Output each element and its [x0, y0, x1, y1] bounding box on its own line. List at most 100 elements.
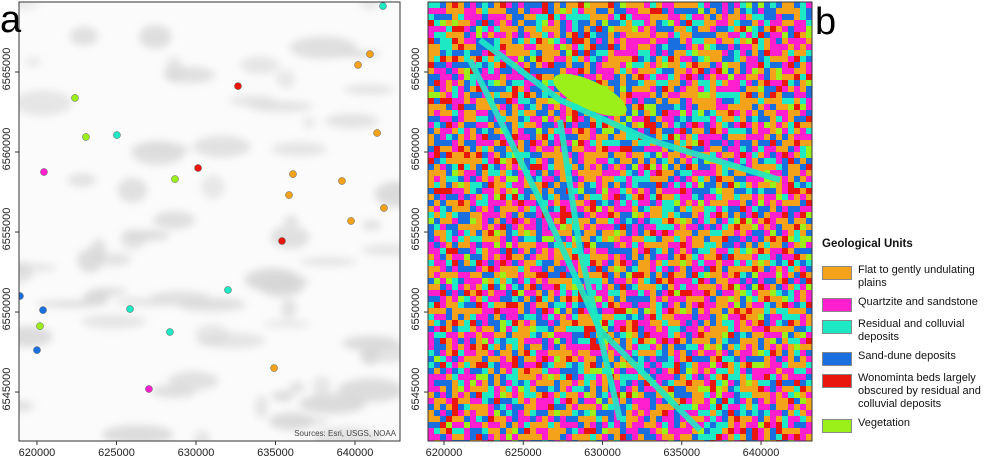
raster-cell — [590, 188, 596, 194]
raster-cell — [494, 68, 500, 74]
raster-cell — [482, 362, 488, 368]
raster-cell — [734, 104, 740, 110]
raster-cell — [434, 140, 440, 146]
raster-cell — [446, 272, 452, 278]
raster-cell — [686, 428, 692, 434]
raster-cell — [794, 116, 800, 122]
raster-cell — [740, 392, 746, 398]
raster-cell — [596, 362, 602, 368]
raster-cell — [794, 296, 800, 302]
raster-cell — [638, 314, 644, 320]
raster-cell — [710, 308, 716, 314]
raster-cell — [692, 104, 698, 110]
raster-cell — [644, 230, 650, 236]
raster-cell — [638, 230, 644, 236]
raster-cell — [446, 326, 452, 332]
raster-cell — [728, 206, 734, 212]
raster-cell — [446, 62, 452, 68]
raster-cell — [722, 302, 728, 308]
raster-cell — [530, 56, 536, 62]
raster-cell — [452, 206, 458, 212]
raster-cell — [710, 50, 716, 56]
raster-cell — [536, 350, 542, 356]
raster-cell — [800, 56, 806, 62]
raster-cell — [596, 2, 602, 8]
raster-cell — [722, 332, 728, 338]
raster-cell — [470, 32, 476, 38]
raster-cell — [464, 122, 470, 128]
raster-cell — [662, 38, 668, 44]
raster-cell — [716, 398, 722, 404]
raster-cell — [746, 206, 752, 212]
raster-cell — [746, 20, 752, 26]
raster-cell — [674, 212, 680, 218]
raster-cell — [746, 98, 752, 104]
raster-cell — [668, 92, 674, 98]
raster-cell — [440, 374, 446, 380]
raster-cell — [614, 14, 620, 20]
raster-cell — [506, 32, 512, 38]
raster-cell — [644, 218, 650, 224]
raster-cell — [788, 356, 794, 362]
raster-cell — [770, 428, 776, 434]
raster-cell — [488, 320, 494, 326]
raster-cell — [686, 434, 692, 440]
raster-cell — [662, 134, 668, 140]
raster-cell — [626, 266, 632, 272]
raster-cell — [494, 56, 500, 62]
raster-cell — [566, 278, 572, 284]
raster-cell — [566, 122, 572, 128]
raster-cell — [464, 338, 470, 344]
raster-cell — [806, 242, 812, 248]
raster-cell — [770, 170, 776, 176]
raster-cell — [428, 98, 434, 104]
raster-cell — [776, 32, 782, 38]
raster-cell — [716, 86, 722, 92]
raster-cell — [434, 434, 440, 440]
raster-cell — [506, 350, 512, 356]
raster-cell — [464, 26, 470, 32]
raster-cell — [764, 416, 770, 422]
raster-cell — [428, 116, 434, 122]
raster-cell — [638, 74, 644, 80]
raster-cell — [464, 326, 470, 332]
raster-cell — [572, 32, 578, 38]
raster-cell — [680, 176, 686, 182]
raster-cell — [428, 386, 434, 392]
raster-cell — [446, 350, 452, 356]
raster-cell — [536, 86, 542, 92]
raster-cell — [494, 164, 500, 170]
raster-cell — [542, 104, 548, 110]
raster-cell — [452, 98, 458, 104]
raster-cell — [734, 392, 740, 398]
raster-cell — [758, 134, 764, 140]
raster-cell — [470, 104, 476, 110]
raster-cell — [728, 416, 734, 422]
raster-cell — [512, 170, 518, 176]
raster-cell — [806, 98, 812, 104]
raster-cell — [530, 308, 536, 314]
raster-cell — [524, 116, 530, 122]
raster-cell — [782, 158, 788, 164]
raster-cell — [560, 206, 566, 212]
raster-cell — [590, 26, 596, 32]
raster-cell — [518, 80, 524, 86]
raster-cell — [578, 212, 584, 218]
raster-cell — [704, 128, 710, 134]
raster-cell — [500, 2, 506, 8]
raster-cell — [644, 14, 650, 20]
raster-cell — [536, 26, 542, 32]
raster-cell — [692, 158, 698, 164]
raster-cell — [752, 242, 758, 248]
raster-cell — [512, 320, 518, 326]
raster-cell — [560, 356, 566, 362]
raster-cell — [740, 206, 746, 212]
raster-cell — [602, 80, 608, 86]
raster-cell — [548, 74, 554, 80]
raster-cell — [728, 260, 734, 266]
raster-cell — [764, 266, 770, 272]
raster-cell — [494, 86, 500, 92]
raster-cell — [746, 74, 752, 80]
raster-cell — [428, 50, 434, 56]
raster-cell — [494, 254, 500, 260]
